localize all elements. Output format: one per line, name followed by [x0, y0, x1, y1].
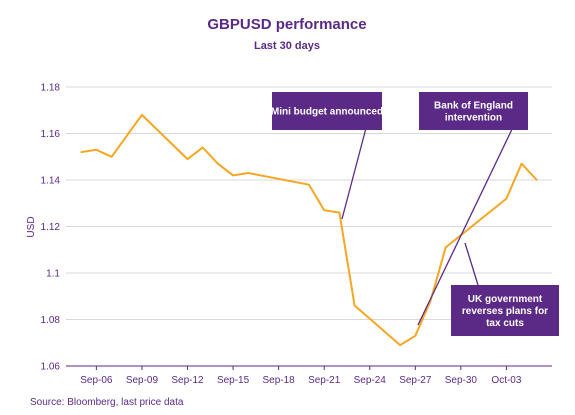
gridlines: [66, 86, 552, 367]
data-point: [95, 148, 98, 151]
y-tick-label: 1.12: [41, 222, 61, 233]
data-point: [323, 209, 325, 212]
y-tick-label: 1.06: [41, 362, 61, 373]
x-tick-label: Sep-27: [399, 375, 432, 386]
x-tick-label: Sep-09: [126, 375, 159, 386]
x-tick-label: Sep-06: [80, 375, 113, 386]
x-tick-label: Sep-18: [263, 375, 296, 386]
annotation-label: Mini budget announced: [271, 107, 383, 118]
x-tick-label: Sep-24: [354, 375, 387, 386]
annotations: Mini budget announced Bank of England inte…: [271, 92, 559, 336]
y-tick-label: 1.08: [41, 315, 61, 326]
data-point: [217, 162, 219, 165]
annotation-box: [419, 92, 528, 130]
data-point: [536, 179, 538, 181]
data-point: [201, 146, 204, 149]
data-point: [80, 151, 82, 153]
annotation-label: UK government reverses plans for tax cuts: [462, 294, 548, 329]
data-point: [247, 172, 250, 174]
y-tick-label: 1.1: [46, 269, 60, 280]
data-point: [353, 304, 356, 307]
data-point: [414, 334, 417, 337]
data-point: [186, 158, 189, 160]
x-tick-label: Oct-03: [491, 375, 521, 386]
annotation-leader: [464, 242, 479, 286]
x-axis-ticks: Sep-06 Sep-09 Sep-12 Sep-15 Sep-18 Sep-21 Sep-…: [80, 366, 522, 386]
y-axis-label: USD: [26, 216, 37, 237]
data-point: [520, 162, 523, 165]
annotation-label: Bank of England intervention: [434, 101, 513, 124]
data-point: [505, 197, 508, 200]
x-tick-label: Sep-15: [217, 375, 250, 386]
annotation-leader: [341, 129, 367, 220]
data-point: [444, 246, 447, 249]
y-tick-label: 1.18: [41, 83, 61, 94]
data-point: [232, 174, 234, 177]
data-point: [141, 114, 143, 116]
x-tick-label: Sep-30: [445, 375, 478, 386]
chart-subtitle: Last 30 days: [254, 40, 320, 52]
x-tick-label: Sep-12: [171, 375, 204, 386]
y-tick-label: 1.14: [41, 176, 61, 187]
source-note: Source: Bloomberg, last price data: [30, 397, 184, 408]
data-point: [338, 211, 341, 214]
data-point: [399, 344, 401, 346]
data-point: [125, 135, 128, 137]
annotation-box: [272, 92, 382, 130]
y-tick-label: 1.16: [41, 129, 61, 140]
chart-title: GBPUSD performance: [207, 16, 366, 33]
y-axis-ticks: 1.06 1.08 1.1 1.12 1.14 1.16 1.18: [41, 83, 61, 373]
data-point: [308, 183, 310, 186]
x-tick-label: Sep-21: [308, 375, 341, 386]
annotation-box: [451, 285, 559, 336]
data-point: [110, 155, 113, 158]
annotation-leader: [417, 129, 513, 326]
